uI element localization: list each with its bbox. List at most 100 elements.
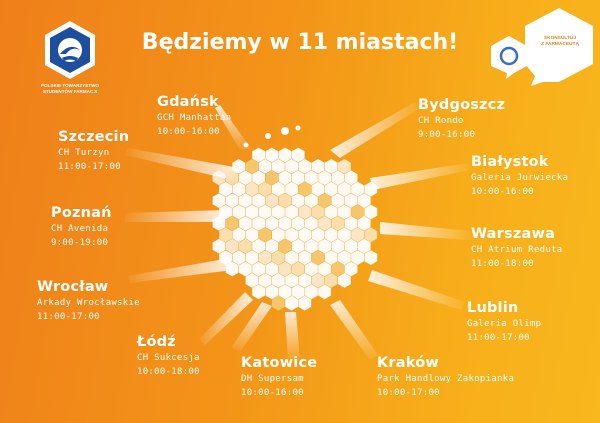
honeycomb-cell [291,238,305,254]
honeycomb-cell [265,284,279,300]
honeycomb-cell [252,170,265,186]
honeycomb-cell [285,250,298,265]
city-venue: GCH Manhattan [157,113,232,123]
honeycomb-cell [324,227,338,243]
honeycomb-cell [239,261,252,277]
honeycomb-cell [272,181,285,197]
honeycomb-cell [272,227,285,243]
ray-szczecin [125,148,240,180]
honeycomb-cell [225,261,239,277]
honeycomb-cell [252,261,265,277]
honeycomb-cell [285,181,298,197]
city-lodz: Łódź CH Sukcesja 10:00-18:00 [137,334,200,379]
honeycomb-cell [311,250,325,265]
honeycomb-cell [324,159,338,174]
honeycomb-cell [258,159,272,174]
honeycomb-cell [239,238,252,254]
honeycomb-cell [291,170,305,186]
honeycomb-cell [364,227,378,243]
honeycomb-cell [225,238,239,254]
honeycomb-cell [318,193,331,208]
city-katowice: Katowice DH Supersam 10:00-16:00 [241,355,317,400]
honeycomb-cell [272,159,285,174]
consult-text: SKONSULTUJ Z FARMACEUTĄ [530,36,590,48]
honeycomb-cell [245,204,259,220]
honeycomb-cell [351,250,364,265]
honeycomb-cell [239,170,252,186]
honeycomb-cell [245,159,259,174]
honeycomb-cell [291,261,305,277]
city-krakow: Kraków Park Handlowy Zakopianka 10:00-17… [377,355,514,400]
honeycomb-cell [258,250,272,265]
honeycomb-cell [232,250,246,265]
honeycomb-cell [278,261,292,277]
city-hours: 11:00-17:00 [467,333,530,343]
honeycomb-cell [364,181,378,197]
honeycomb-cell [212,216,226,231]
honeycomb-cell [225,170,239,186]
honeycomb-cell [278,284,292,300]
honeycomb-cell [265,147,279,163]
honeycomb-cell [357,193,371,208]
honeycomb-cell [265,261,279,277]
decor-dot [295,125,301,131]
honeycomb-cell [298,181,312,197]
city-bialystok: Białystok Galeria Jurwiecka 10:00-16:00 [471,154,568,199]
honeycomb-cell [245,181,259,197]
decor-dot [243,142,249,148]
honeycomb-cell [318,216,331,231]
city-wroclaw: Wrocław Arkady Wrocławskie 11:00-17:00 [37,279,140,324]
honeycomb-cell [338,204,351,220]
honeycomb-cell [344,261,358,277]
honeycomb-cell [278,170,292,186]
honeycomb-cell [278,216,292,231]
ray-krakow [330,300,378,360]
honeycomb-cell [305,170,318,186]
honeycomb-cell [239,193,252,208]
city-venue: CH Avenida [51,224,109,234]
honeycomb-cell [219,227,232,243]
city-name: Gdańsk [157,94,219,110]
ray-gdansk [215,105,252,150]
honeycomb-cell [298,250,312,265]
honeycomb-cell [331,170,345,186]
honeycomb-cell [351,227,364,243]
honeycomb-cell [252,284,265,300]
honeycomb-cell [245,227,259,243]
honeycomb-cell [278,193,292,208]
honeycomb-cell [311,159,325,174]
honeycomb-cell [258,227,272,243]
city-venue: CH Sukcesja [137,353,200,363]
city-name: Białystok [471,154,549,170]
honeycomb-cell [232,227,246,243]
honeycomb-cell [318,261,331,277]
city-lublin: Lublin Galeria Olimp 11:00-17:00 [467,300,541,345]
consult-line-1: SKONSULTUJ [543,36,577,41]
city-hours: 10:00-16:00 [157,127,220,137]
honeycomb-cell [278,238,292,254]
honeycomb-cell [338,250,351,265]
honeycomb-cell [364,204,378,220]
honeycomb-cell [331,216,345,231]
ray-bialystok [370,163,470,190]
city-name: Warszawa [471,226,556,242]
page-title: Będziemy w 11 miastach! [141,30,459,55]
honeycomb-cell [272,295,285,311]
consult-speech-bubble-icon [525,8,593,86]
ray-bydgoszcz [330,102,420,158]
honeycomb-cell [364,250,378,265]
honeycomb-cell [245,273,259,288]
city-name: Bydgoszcz [418,97,506,113]
honeycomb-cell [272,204,285,220]
honeycomb-cell [252,238,265,254]
honeycomb-cell [212,170,226,186]
city-name: Łódź [137,334,176,350]
honeycomb-map [212,125,378,311]
honeycomb-cell [311,273,325,288]
honeycomb-cell [278,147,292,163]
city-name: Kraków [377,355,439,371]
honeycomb-cell [305,193,318,208]
honeycomb-cell [291,147,305,163]
city-venue: Park Handlowy Zakopianka [377,374,515,384]
